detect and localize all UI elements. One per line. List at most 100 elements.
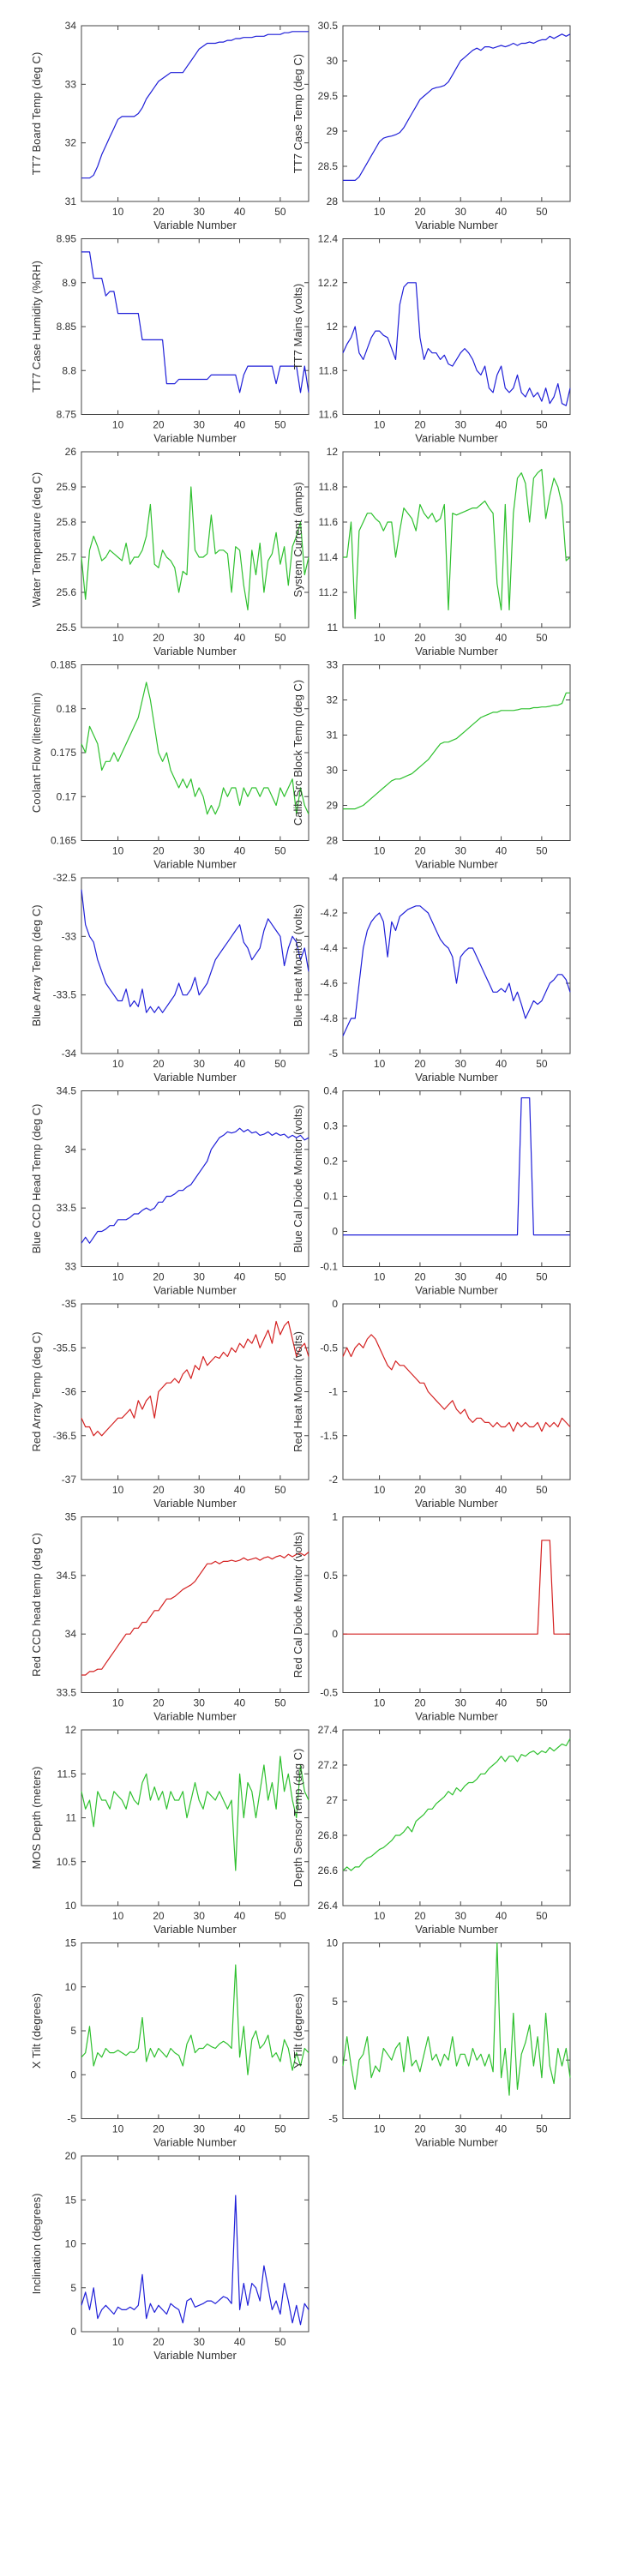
series-line (81, 251, 309, 393)
x-tick-label: 30 (194, 632, 206, 644)
y-tick-label: 27 (327, 1794, 339, 1806)
x-tick-label: 40 (496, 206, 508, 218)
plot-frame (342, 451, 571, 628)
x-tick-label: 50 (536, 1271, 548, 1283)
x-tick-label: 30 (194, 1058, 206, 1070)
plot-frame (342, 1943, 571, 2119)
x-tick-label: 50 (274, 2123, 286, 2135)
series-line (343, 1097, 570, 1236)
y-axis-label: X Tilt (degrees) (30, 1993, 43, 2069)
y-axis-label: Inclination (degrees) (30, 2194, 43, 2295)
y-tick-label: 12 (327, 321, 339, 333)
plot-frame (342, 25, 571, 202)
y-axis-label: Coolant Flow (liters/min) (30, 693, 43, 813)
series-line (81, 1552, 309, 1676)
x-tick-label: 20 (414, 1910, 426, 1922)
x-tick-label: 50 (274, 845, 286, 857)
series-line (342, 905, 571, 1036)
x-tick-label: 20 (153, 2336, 165, 2348)
x-tick-label: 10 (374, 1058, 386, 1070)
x-tick-label: 30 (194, 1271, 206, 1283)
x-tick-label: 50 (536, 1697, 548, 1709)
y-tick-label: 0.165 (51, 835, 76, 847)
y-tick-label: 0.185 (51, 659, 76, 671)
x-tick-label: 30 (194, 206, 206, 218)
x-axis-label: Variable Number (415, 1497, 498, 1510)
chart-panel-2: 28 28.5 29 29.5 30 30.5 10 20 30 40 50 Variable Num… (291, 20, 571, 231)
x-tick-label: 10 (112, 1697, 124, 1709)
x-tick-label: 20 (153, 206, 165, 218)
x-tick-label: 20 (414, 2123, 426, 2135)
x-tick-label: 10 (374, 1484, 386, 1496)
series-line (81, 486, 309, 611)
y-tick-label: 20 (65, 2150, 77, 2162)
y-tick-label: 26.4 (318, 1900, 339, 1912)
y-tick-label: -4.6 (320, 977, 338, 989)
plot-frame (81, 877, 309, 1054)
x-tick-label: 30 (455, 419, 467, 431)
series-line (343, 1540, 570, 1635)
x-axis-label: Variable Number (153, 1923, 237, 1936)
x-axis-label: Variable Number (153, 2349, 237, 2362)
x-tick-label: 20 (153, 845, 165, 857)
y-tick-label: 8.9 (62, 277, 76, 289)
y-tick-label: 32 (327, 694, 339, 706)
y-tick-label: -5 (328, 1048, 338, 1060)
x-tick-label: 10 (374, 1910, 386, 1922)
y-tick-label: 8.85 (57, 321, 77, 333)
x-tick-label: 10 (374, 206, 386, 218)
x-axis-label: Variable Number (415, 858, 498, 871)
y-tick-label: 31 (327, 730, 339, 742)
x-tick-label: 20 (153, 1910, 165, 1922)
y-tick-label: 26 (65, 446, 77, 458)
x-tick-label: 30 (194, 845, 206, 857)
y-tick-label: 5 (70, 2282, 76, 2294)
y-tick-label: 0 (332, 1226, 338, 1238)
chart-panel-16: -0.5 0 0.5 1 10 20 30 40 50 Variable Number Red Ca… (291, 1511, 571, 1723)
y-tick-label: 12 (65, 1724, 77, 1736)
chart-panel-1: 31 32 33 34 10 20 30 40 50 Variable Number TT7 Boa… (30, 20, 309, 231)
chart-panel-11: 33 33.5 34 34.5 10 20 30 40 50 Variable Number Blu… (30, 1085, 309, 1297)
y-tick-label: 0 (332, 2054, 338, 2066)
x-tick-label: 40 (234, 632, 246, 644)
x-tick-label: 40 (234, 2336, 246, 2348)
y-tick-label: 30.5 (318, 20, 339, 32)
y-tick-label: 12 (327, 446, 339, 458)
x-tick-label: 10 (374, 2123, 386, 2135)
x-tick-label: 40 (234, 1697, 246, 1709)
x-axis-label: Variable Number (153, 645, 237, 658)
plot-frame (342, 1090, 571, 1267)
y-tick-label: 27.4 (318, 1724, 339, 1736)
x-axis-label: Variable Number (415, 1284, 498, 1297)
y-axis-label: Y Tilt (degrees) (291, 1993, 304, 2069)
y-tick-label: -33 (62, 930, 77, 942)
y-tick-label: -2 (328, 1474, 338, 1486)
x-tick-label: 20 (153, 1697, 165, 1709)
x-tick-label: 10 (374, 1271, 386, 1283)
x-tick-label: 30 (455, 1697, 467, 1709)
x-axis-label: Variable Number (153, 2136, 237, 2149)
x-tick-label: 10 (374, 632, 386, 644)
x-axis-label: Variable Number (415, 1710, 498, 1723)
y-tick-label: 34 (65, 1628, 77, 1640)
x-tick-label: 30 (194, 1910, 206, 1922)
y-tick-label: 25.5 (57, 621, 77, 633)
y-tick-label: -0.5 (320, 1342, 338, 1354)
y-tick-label: 5 (332, 1996, 338, 2008)
y-tick-label: -4.8 (320, 1012, 338, 1024)
x-tick-label: 50 (536, 1484, 548, 1496)
y-tick-label: 0.2 (323, 1156, 338, 1168)
x-axis-label: Variable Number (153, 219, 237, 231)
y-tick-label: -37 (62, 1474, 77, 1486)
y-tick-label: 25.9 (57, 481, 77, 493)
y-tick-label: 0.175 (51, 747, 76, 759)
plot-frame (342, 1516, 571, 1693)
y-tick-label: -4 (328, 872, 338, 884)
x-tick-label: 50 (536, 419, 548, 431)
y-tick-label: -34 (62, 1048, 77, 1060)
x-tick-label: 20 (414, 1271, 426, 1283)
chart-panel-18: 26.4 26.6 26.8 27 27.2 27.4 10 20 30 40 50 Variable… (291, 1724, 571, 1936)
y-tick-label: -5 (67, 2113, 76, 2125)
y-axis-label: Blue Array Temp (deg C) (30, 904, 43, 1026)
x-tick-label: 30 (455, 845, 467, 857)
